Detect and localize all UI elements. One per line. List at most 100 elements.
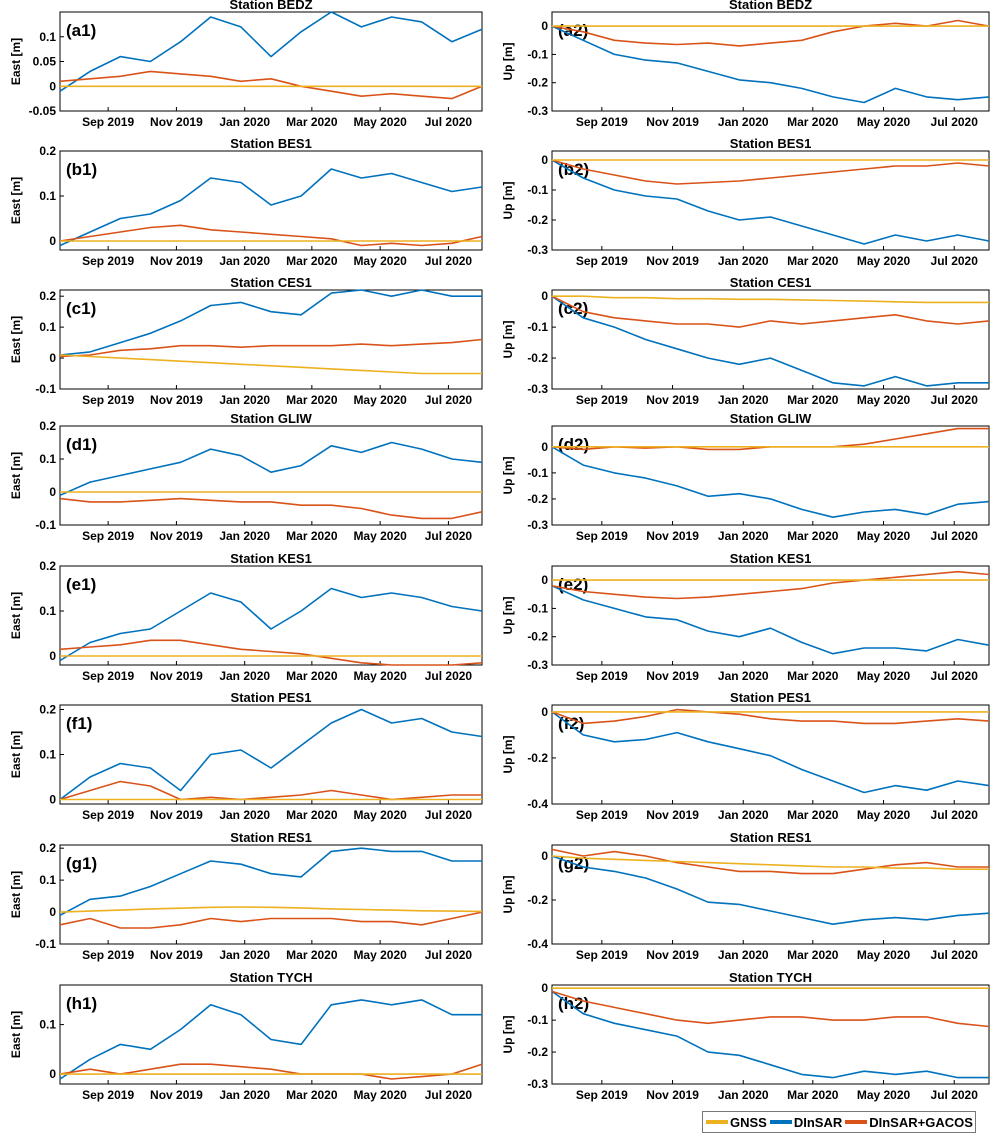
y-tick-label: -0.4 [527,937,548,951]
y-tick-label: -0.3 [527,382,548,396]
x-tick-label: Mar 2020 [286,808,338,822]
panel-label-h1: (h1) [66,994,97,1013]
series-line-dinsar-e2 [551,585,990,655]
x-tick-label: Jan 2020 [219,115,270,129]
legend-item-dinsar: DInSAR [769,1114,843,1130]
x-tick-label: Mar 2020 [286,254,338,268]
y-tick-label: -0.2 [527,213,548,227]
legend-label-gnss: GNSS [730,1114,767,1130]
y-tick-label: -0.2 [527,751,548,765]
x-tick-label: Mar 2020 [286,948,338,962]
x-tick-label: Jan 2020 [219,948,270,962]
panel-title-e2: Station KES1 [730,551,812,566]
x-tick-label: May 2020 [353,669,407,683]
panel-title-a1: Station BEDZ [229,0,312,12]
panel-label-f1: (f1) [66,714,92,733]
series-line-dinsar-gacos-b2 [551,159,990,185]
y-tick-label: 0 [49,649,56,663]
x-tick-label: May 2020 [353,948,407,962]
series-line-dinsar-g1 [59,847,482,917]
y-axis-label-e2: Up [m] [501,597,515,635]
x-tick-label: Jul 2020 [931,115,979,129]
x-tick-label: Nov 2019 [646,808,699,822]
legend-item-gnss: GNSS [706,1115,767,1130]
y-axis-label-f2: Up [m] [501,736,515,774]
series-line-dinsar-f2 [551,711,990,794]
y-tick-label: 0 [541,153,548,167]
y-tick-label: -0.1 [527,183,548,197]
x-tick-label: Jul 2020 [425,393,473,407]
y-tick-label: -0.1 [527,47,548,61]
series-line-gnss-c2 [552,295,989,304]
y-tick-label: -0.1 [527,601,548,615]
y-tick-label: 0 [49,485,56,499]
y-axis-label-c2: Up [m] [501,321,515,359]
x-tick-label: Mar 2020 [787,1088,839,1102]
x-tick-label: Sep 2019 [576,115,628,129]
y-tick-label: -0.3 [527,104,548,118]
x-tick-label: Sep 2019 [576,669,628,683]
y-tick-label: 0 [49,351,56,365]
plot-area-e1 [59,565,483,666]
x-tick-label: Sep 2019 [576,1088,628,1102]
panel-title-b1: Station BES1 [230,136,312,151]
y-tick-label: -0.1 [527,320,548,334]
x-tick-label: Jul 2020 [931,393,979,407]
panel-title-d1: Station GLIW [230,411,312,426]
panel-title-c2: Station CES1 [730,275,812,290]
x-tick-label: May 2020 [857,808,911,822]
y-tick-label: -0.3 [527,518,548,532]
x-tick-label: May 2020 [857,115,911,129]
x-tick-label: Mar 2020 [787,808,839,822]
y-tick-label: -0.3 [527,658,548,672]
plot-area-d2 [551,425,990,526]
x-tick-label: Mar 2020 [286,1088,338,1102]
series-line-dinsar-gacos-b1 [59,224,483,247]
x-tick-label: Nov 2019 [150,808,203,822]
panel-f2: Station PES1 (f2) Up [m] -0.4 -0.2 0 Sep 2019 N… [501,690,990,822]
series-line-dinsar-c1 [59,289,482,356]
x-tick-label: Sep 2019 [82,393,134,407]
legend-swatch-dinsar [769,1120,792,1124]
x-tick-label: Nov 2019 [646,669,699,683]
x-tick-label: Mar 2020 [787,948,839,962]
y-tick-label: -0.1 [35,937,56,951]
series-line-dinsar-a2 [551,25,990,104]
legend-label-dinsar: DInSAR [793,1114,843,1130]
y-tick-label: -0.2 [527,492,548,506]
x-tick-label: Jan 2020 [718,529,769,543]
x-tick-label: May 2020 [353,529,407,543]
x-tick-label: Jan 2020 [718,1088,769,1102]
series-line-gnss-c1 [59,354,482,375]
panel-title-d2: Station GLIW [730,411,812,426]
x-tick-label: Nov 2019 [646,393,699,407]
x-tick-label: Nov 2019 [646,529,699,543]
panel-label-e1: (e1) [66,575,96,594]
y-tick-label: 0 [541,981,548,995]
panel-label-d2: (d2) [558,435,589,454]
panel-title-f2: Station PES1 [730,690,811,705]
plot-area-b2 [551,150,990,251]
legend-swatch-gnss [706,1120,728,1124]
y-tick-label: 0.1 [39,189,56,203]
legend-swatch-dinsar-gacos [845,1120,868,1124]
x-tick-label: Sep 2019 [82,669,134,683]
y-axis-label-b2: Up [m] [501,182,515,220]
panel-title-g1: Station RES1 [230,830,312,845]
series-line-dinsar-gacos-c1 [59,338,483,358]
y-tick-label: 0.1 [39,1018,56,1032]
x-tick-label: May 2020 [353,1088,407,1102]
series-line-dinsar-gacos-f2 [551,708,990,725]
x-tick-label: Mar 2020 [286,393,338,407]
series-line-dinsar-gacos-h2 [551,990,990,1028]
x-tick-label: Jul 2020 [425,1088,473,1102]
x-tick-label: Jul 2020 [425,115,473,129]
x-tick-label: Jul 2020 [931,669,979,683]
x-tick-label: Jul 2020 [425,529,473,543]
panel-title-b2: Station BES1 [730,136,812,151]
y-tick-label: -0.2 [527,351,548,365]
series-line-dinsar-a1 [59,11,483,92]
y-tick-label: 0.1 [39,320,56,334]
y-tick-label: 0 [541,849,548,863]
